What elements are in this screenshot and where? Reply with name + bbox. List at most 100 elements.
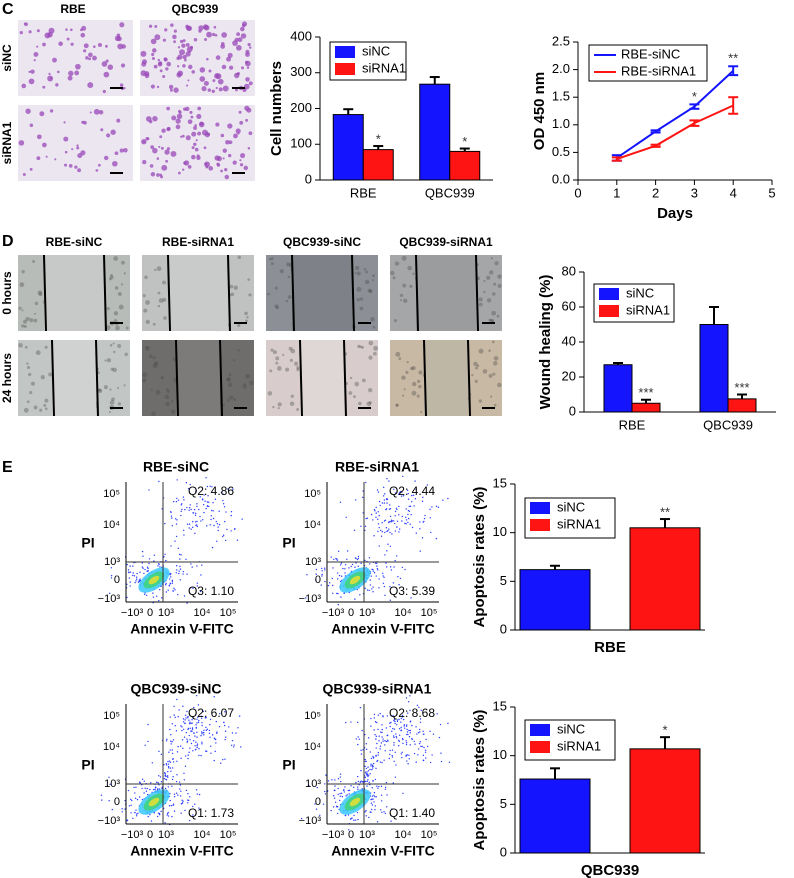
event-dot [407, 521, 409, 524]
event-dot [164, 772, 166, 774]
event-dot [375, 512, 377, 514]
cell [243, 165, 249, 171]
cell [354, 381, 360, 387]
event-dot [378, 545, 380, 547]
event-dot [393, 728, 396, 730]
event-dot [179, 784, 182, 786]
cell [224, 174, 230, 180]
event-dot [407, 492, 409, 495]
event-dot [367, 775, 369, 778]
event-dot [370, 575, 372, 577]
event-dot [394, 722, 396, 725]
event-dot [369, 579, 372, 581]
event-dot [167, 815, 170, 817]
cell [188, 64, 193, 70]
event-dot [147, 723, 149, 726]
event-dot [143, 572, 145, 575]
event-dot [401, 716, 404, 718]
event-dot [159, 566, 161, 568]
legend-swatch [530, 519, 550, 531]
y-tick-label: 10⁴ [103, 519, 120, 531]
event-dot [211, 509, 213, 512]
legend-label: RBE-siRNA1 [621, 63, 696, 78]
y-tick-label: 200 [290, 100, 312, 115]
event-dot [387, 739, 389, 741]
cell [67, 75, 73, 81]
bar [449, 150, 481, 181]
event-dot [167, 760, 169, 763]
event-dot [196, 525, 199, 528]
event-dot [179, 745, 182, 747]
event-dot [372, 586, 374, 588]
event-dot [202, 504, 205, 506]
quadrant-label: Q1: 1.73 [188, 806, 234, 820]
cell [175, 118, 181, 124]
cell [21, 269, 25, 274]
event-dot [392, 582, 395, 584]
event-dot [149, 813, 151, 816]
event-dot [377, 491, 380, 493]
cell [113, 350, 116, 354]
legend-swatch [530, 502, 550, 514]
event-dot [171, 778, 174, 781]
event-dot [148, 489, 150, 491]
image-row-label: siRNA1 [0, 121, 14, 164]
event-dot [209, 723, 211, 726]
event-dot [413, 752, 416, 755]
event-dot [177, 715, 179, 718]
cell [171, 399, 174, 403]
event-dot [417, 732, 420, 734]
event-dot [359, 706, 362, 709]
event-dot [180, 514, 182, 517]
cell [111, 397, 115, 402]
x-tick-label: 10⁵ [421, 607, 438, 619]
event-dot [332, 592, 334, 594]
cell [236, 72, 239, 76]
event-dot [177, 794, 179, 796]
event-dot [392, 520, 395, 522]
cell [226, 398, 230, 402]
cell [270, 348, 274, 352]
event-dot [398, 739, 400, 741]
event-dot [184, 765, 187, 767]
cell [158, 298, 164, 303]
event-dot [390, 569, 393, 571]
cell [157, 291, 161, 295]
cell [473, 361, 478, 367]
cell [199, 67, 206, 73]
cell [151, 52, 155, 57]
cell [176, 56, 180, 60]
event-dot [180, 803, 183, 805]
cell [196, 155, 201, 161]
cell [491, 292, 496, 296]
event-dot [353, 819, 355, 821]
event-dot [408, 736, 411, 738]
event-dot [171, 517, 173, 519]
cell [157, 61, 163, 67]
event-dot [177, 593, 179, 596]
image-row-label: 0 hours [0, 271, 14, 315]
cell [185, 135, 191, 141]
event-dot [442, 499, 444, 501]
event-dot [144, 744, 146, 746]
cell [183, 160, 190, 166]
event-dot [135, 786, 137, 788]
event-dot [364, 776, 366, 778]
cell [95, 169, 99, 172]
event-dot [408, 754, 410, 756]
event-dot [388, 528, 390, 530]
event-dot [410, 514, 412, 516]
y-tick-label: 5 [500, 573, 507, 588]
event-dot [183, 534, 185, 536]
event-dot [178, 572, 180, 575]
event-dot [407, 763, 409, 765]
cell [152, 356, 156, 360]
event-dot [384, 739, 386, 742]
event-dot [379, 761, 382, 763]
image-column-label: RBE-siRNA1 [162, 235, 234, 249]
event-dot [378, 514, 380, 517]
event-dot [171, 767, 174, 769]
event-dot [376, 565, 378, 567]
event-dot [222, 499, 224, 502]
cell [85, 56, 89, 60]
